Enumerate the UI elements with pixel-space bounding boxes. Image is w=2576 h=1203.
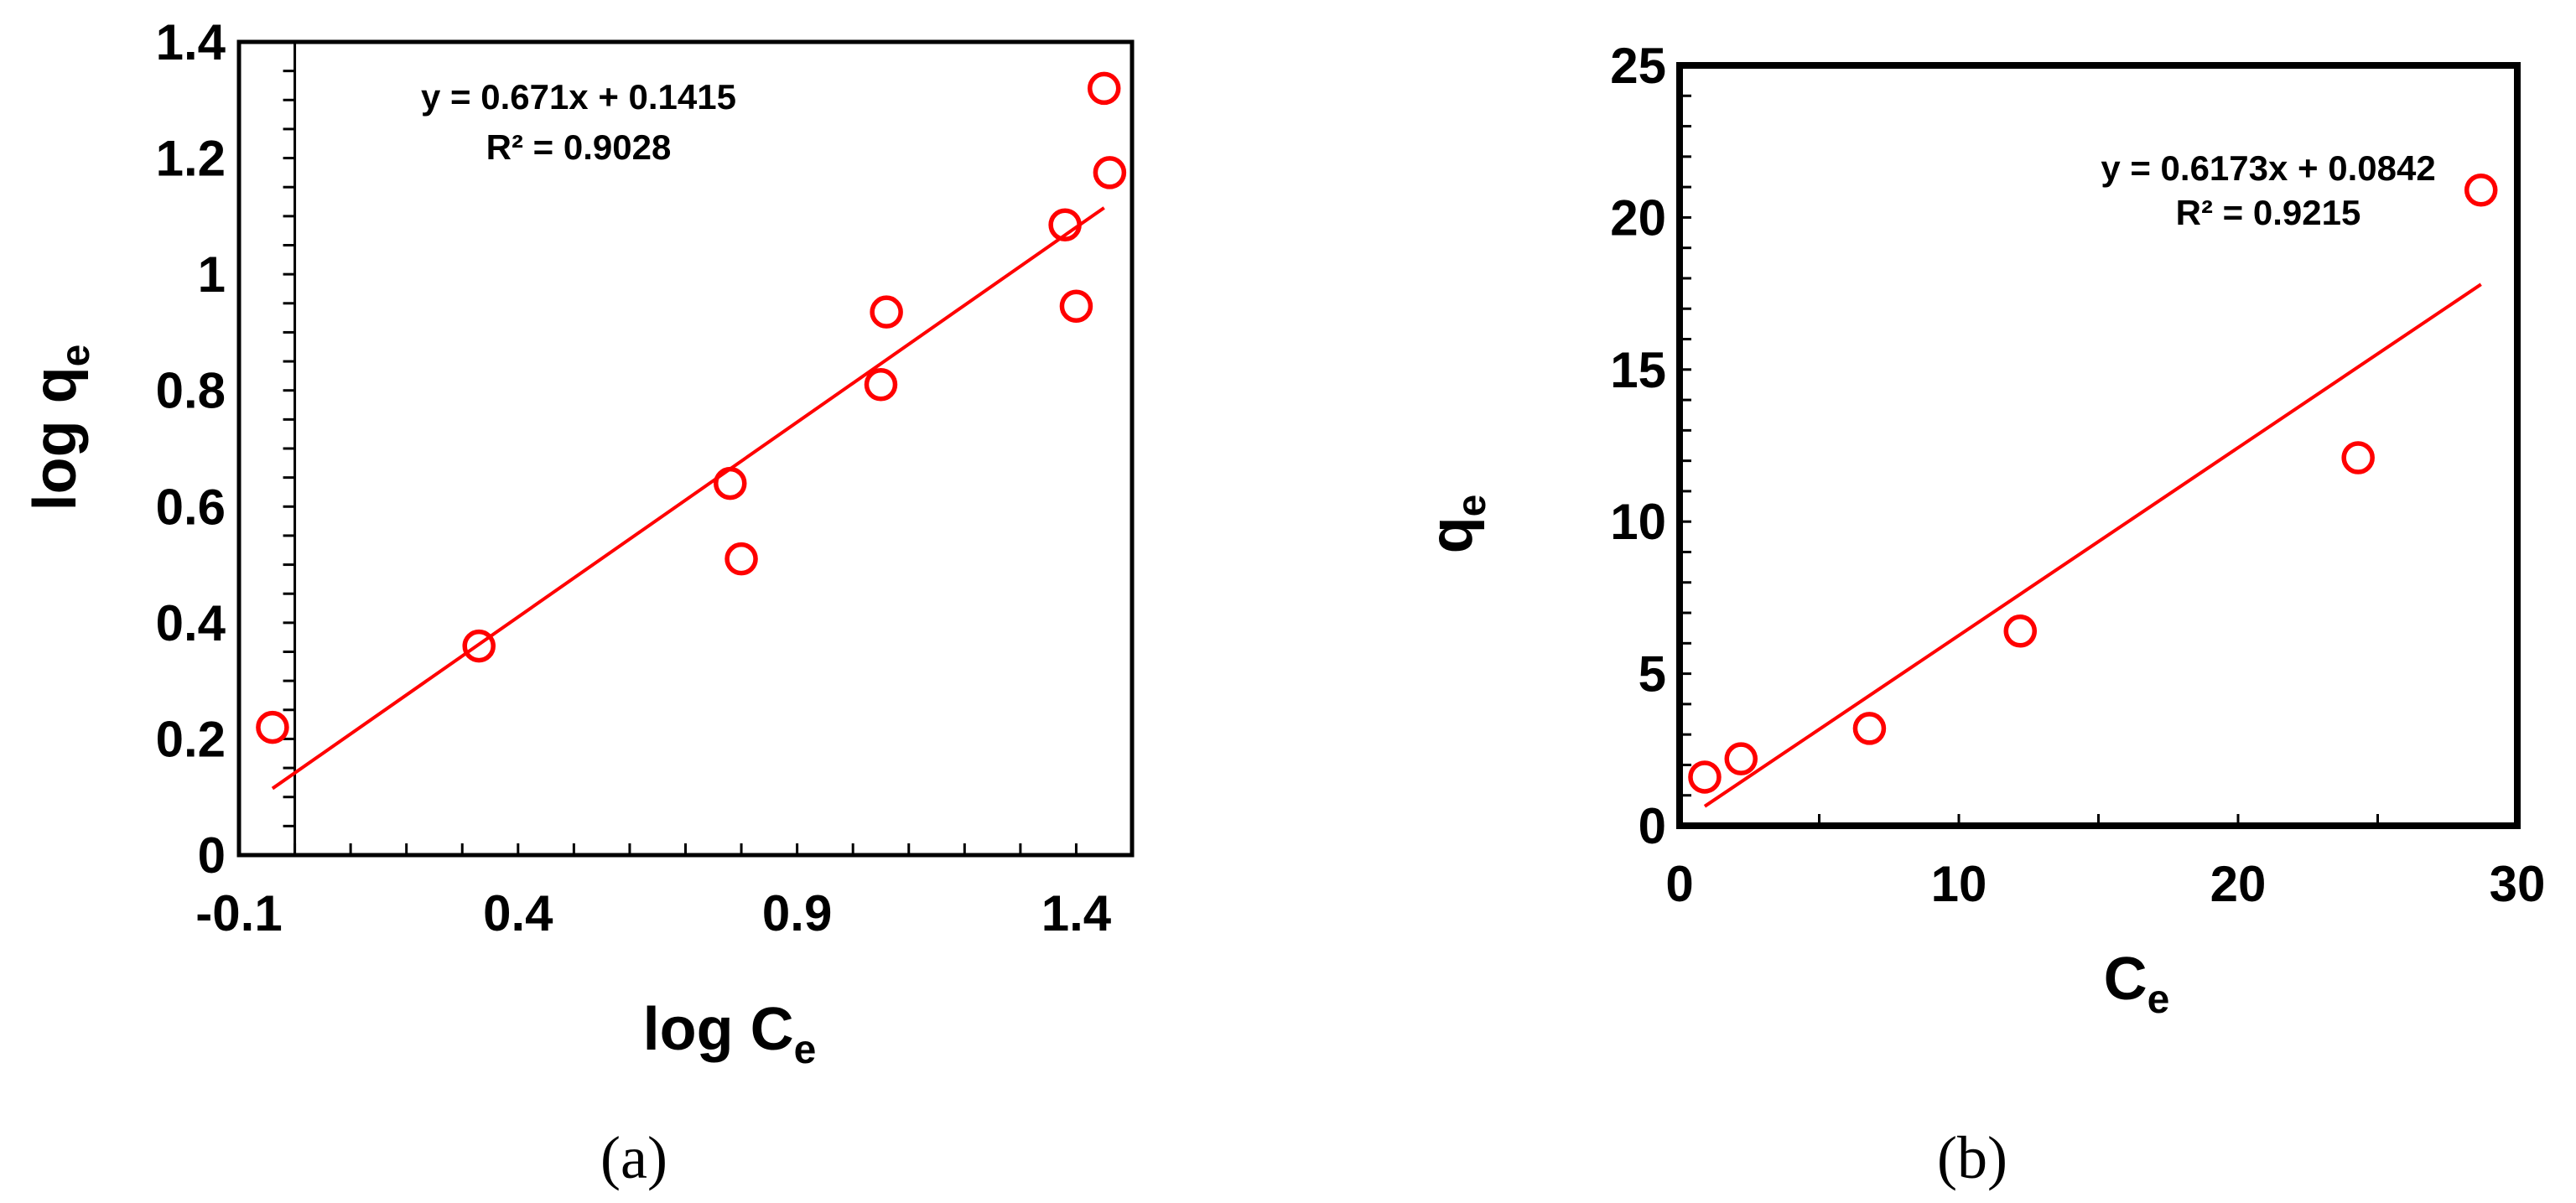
chart-b-x-axis-title-main: C <box>2104 946 2148 1013</box>
y-tick-label: 0.2 <box>156 711 226 767</box>
chart-b-y-axis-title: qe <box>1418 495 1494 554</box>
chart-b-y-axis-title-subscript: e <box>1450 495 1494 517</box>
x-tick-label: 0.9 <box>762 885 832 941</box>
chart-a-plot-frame <box>236 39 1135 858</box>
data-point <box>864 368 898 402</box>
chart-b-panel-label: (b) <box>1937 1124 2007 1191</box>
data-point <box>462 629 496 663</box>
data-point <box>2003 614 2038 648</box>
y-tick-label: 25 <box>1610 38 1666 94</box>
chart-a-y-tick-labels: 0 0.2 0.4 0.6 0.8 1 1.2 1.4 <box>156 14 226 884</box>
chart-a-frame <box>236 39 1135 858</box>
data-point <box>1724 742 1758 775</box>
data-point <box>2341 441 2375 474</box>
data-point <box>1087 71 1121 106</box>
chart-b-x-axis-title: Ce <box>2104 946 2170 1022</box>
chart-b-y-tick-labels: 0 5 10 15 20 25 <box>1610 38 1666 854</box>
chart-a-y-axis-title: log qe <box>22 345 98 511</box>
chart-a-x-axis-title: log Ce <box>643 996 817 1072</box>
data-point <box>2464 173 2498 207</box>
y-tick-label: 0.4 <box>156 595 226 651</box>
y-tick-label: 0 <box>1639 798 1666 854</box>
y-tick-label: 1.4 <box>156 14 226 70</box>
x-tick-label: 30 <box>2490 856 2546 912</box>
data-point <box>1093 156 1127 189</box>
data-point <box>1852 712 1887 745</box>
chart-a-r-squared: R² = 0.9028 <box>486 127 672 167</box>
y-tick-label: 1 <box>198 246 226 303</box>
data-point <box>1048 208 1082 241</box>
chart-a-trendline <box>271 206 1105 791</box>
x-tick-label: 10 <box>1931 856 1987 912</box>
data-point <box>724 542 758 576</box>
chart-a-x-axis-title-subscript: e <box>794 1028 817 1072</box>
y-tick-label: 5 <box>1639 646 1666 703</box>
chart-b-r-squared: R² = 0.9215 <box>2176 193 2361 232</box>
data-point <box>256 710 289 744</box>
chart-a: 0 0.2 0.4 0.6 0.8 1 1.2 1.4 -0.1 0.4 0.9 1.4 y = 0… <box>22 14 1135 1191</box>
data-point <box>1688 760 1722 794</box>
y-tick-label: 0 <box>198 827 226 884</box>
chart-a-panel-label: (a) <box>600 1124 667 1191</box>
y-tick-label: 15 <box>1610 342 1666 398</box>
chart-b-minor-ticks <box>1678 64 2519 827</box>
chart-b-trendline <box>1703 283 2482 808</box>
chart-b-equation: y = 0.6173x + 0.0842 <box>2101 148 2435 188</box>
chart-b-x-axis-title-subscript: e <box>2148 977 2170 1022</box>
y-tick-label: 10 <box>1610 494 1666 550</box>
data-point <box>714 466 747 500</box>
data-point <box>1059 289 1093 323</box>
y-tick-label: 1.2 <box>156 131 226 187</box>
chart-b-x-tick-labels: 0 10 20 30 <box>1665 856 2545 912</box>
x-tick-label: -0.1 <box>195 885 282 941</box>
chart-a-minor-ticks <box>237 40 1134 857</box>
chart-b-points <box>1688 173 2498 794</box>
y-tick-label: 0.6 <box>156 479 226 535</box>
chart-a-y-axis-title-subscript: e <box>54 345 98 367</box>
chart-a-equation: y = 0.671x + 0.1415 <box>421 77 736 117</box>
chart-a-x-axis-title-main: log C <box>643 996 794 1063</box>
data-point <box>870 295 903 329</box>
chart-a-points <box>256 71 1127 744</box>
chart-a-y-axis-title-main: log q <box>22 366 89 511</box>
x-tick-label: 0 <box>1665 856 1693 912</box>
y-tick-label: 20 <box>1610 189 1666 246</box>
x-tick-label: 20 <box>2210 856 2267 912</box>
x-tick-label: 1.4 <box>1041 885 1112 941</box>
chart-a-x-tick-labels: -0.1 0.4 0.9 1.4 <box>195 885 1111 941</box>
chart-b-y-axis-title-main: q <box>1418 516 1485 553</box>
y-tick-label: 0.8 <box>156 363 226 419</box>
x-tick-label: 0.4 <box>483 885 553 941</box>
